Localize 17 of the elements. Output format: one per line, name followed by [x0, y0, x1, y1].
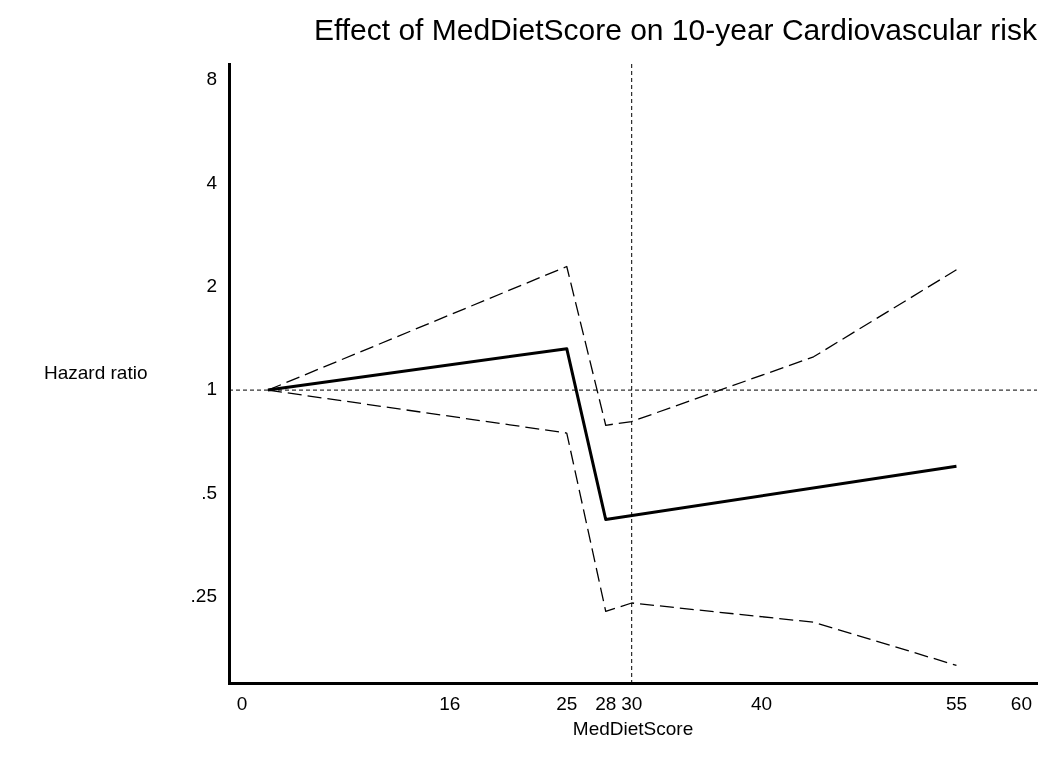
y-tick-label: .25	[190, 585, 217, 607]
x-tick-label: 40	[751, 693, 773, 715]
x-tick-label: 25	[556, 693, 578, 715]
x-tick-label: 55	[945, 693, 968, 715]
y-tick-label: 2	[206, 274, 217, 296]
x-tick-label: 60	[1010, 693, 1032, 715]
y-tick-label: 8	[206, 68, 217, 90]
y-tick-label: 4	[206, 171, 218, 193]
chart-title: Effect of MedDietScore on 10-year Cardiovascular risk	[313, 13, 1038, 47]
y-tick-label: 1	[206, 378, 217, 400]
x-tick-label: 30	[621, 693, 643, 715]
x-tick-label: 28	[595, 693, 617, 715]
y-tick-label: .5	[201, 481, 217, 503]
y-axis-title: Hazard ratio	[44, 361, 148, 383]
x-tick-label: 0	[236, 693, 248, 715]
x-tick-label: 16	[439, 693, 461, 715]
x-axis-title: MedDietScore	[572, 717, 694, 739]
